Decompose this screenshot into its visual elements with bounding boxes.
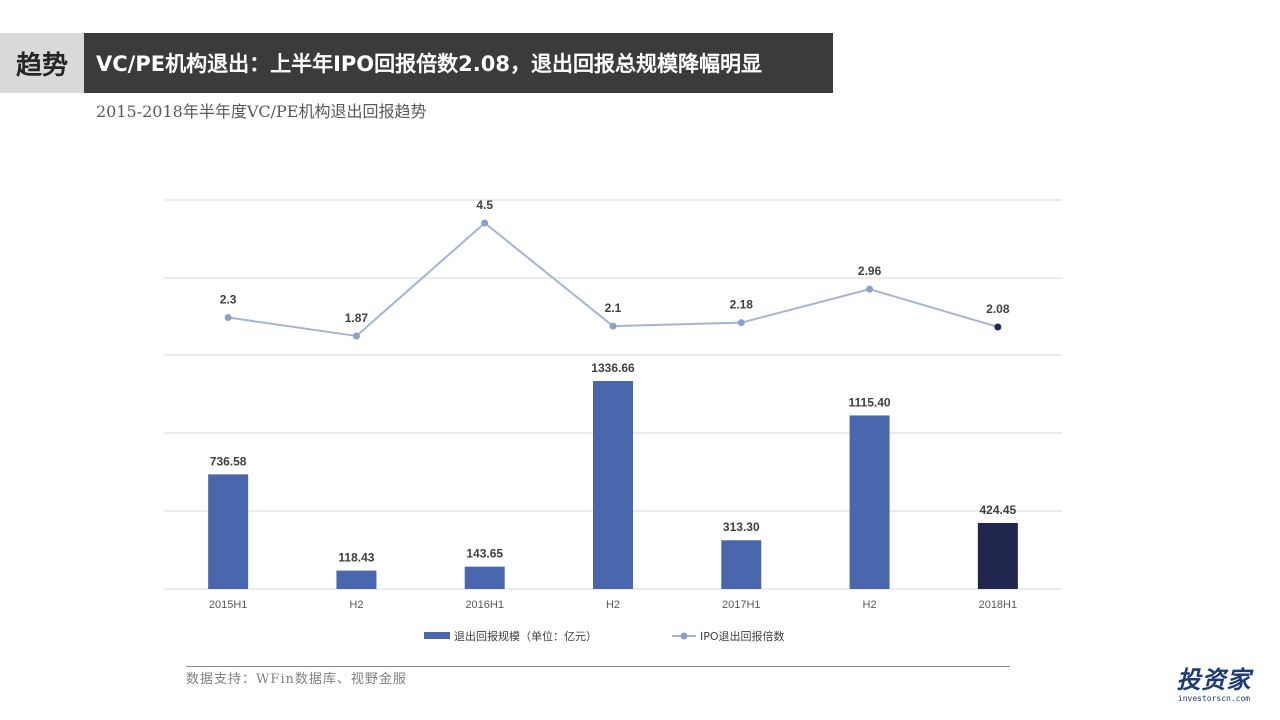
line-value-label: 2.08	[986, 302, 1010, 316]
line-value-label: 2.3	[220, 293, 237, 307]
bar	[336, 570, 377, 589]
logo-subtext: investorscn.com	[1177, 694, 1251, 703]
chart-subtitle: 2015-2018年半年度VC/PE机构退出回报趋势	[96, 102, 427, 121]
line-point	[609, 322, 617, 330]
bar-value-label: 736.58	[210, 454, 247, 468]
line-point	[224, 314, 232, 322]
bar-value-label: 1115.40	[849, 395, 891, 409]
x-tick-label: H2	[863, 599, 877, 611]
brand-logo: 投资家 investorscn.com	[1172, 666, 1256, 706]
bar	[849, 415, 890, 589]
x-tick-label: H2	[349, 599, 363, 611]
line-point	[994, 323, 1002, 331]
line-point	[866, 285, 874, 293]
bar-value-label: 313.30	[723, 520, 760, 534]
bar	[208, 474, 249, 589]
line-value-label: 4.5	[476, 198, 493, 212]
x-tick-label: H2	[606, 599, 620, 611]
line-point	[481, 219, 489, 227]
source-note: 数据支持：WFin数据库、视野金服	[186, 672, 407, 687]
bar-value-label: 1336.66	[591, 361, 635, 375]
bar	[593, 381, 633, 589]
bar	[977, 522, 1018, 589]
line-point	[737, 319, 745, 327]
bar-value-label: 143.65	[466, 547, 503, 561]
bar-series	[208, 381, 1018, 589]
line-value-label: 2.1	[605, 301, 622, 315]
legend-line-marker	[680, 632, 688, 640]
x-tick-label: 2018H1	[979, 599, 1018, 611]
source-divider	[186, 666, 1010, 667]
data-labels: 736.58 118.43 143.65 1336.66 313.30 1115.40 42…	[210, 198, 1017, 565]
logo-text: 投资家	[1176, 666, 1252, 694]
legend: 退出回报规模（单位：亿元） IPO退出回报倍数	[424, 629, 785, 643]
x-tick-label: 2017H1	[722, 599, 761, 611]
bar-value-label: 118.43	[338, 551, 374, 565]
x-tick-label: 2016H1	[465, 599, 504, 611]
x-axis-ticks: 2015H1 H2 2016H1 H2 2017H1 H2 2018H1	[209, 599, 1017, 611]
bar-value-label: 424.45	[980, 503, 1017, 517]
legend-line-label: IPO退出回报倍数	[700, 629, 785, 643]
legend-bar-label: 退出回报规模（单位：亿元）	[454, 629, 597, 643]
line-value-label: 1.87	[345, 311, 369, 325]
line-path	[228, 221, 999, 338]
legend-bar-swatch	[424, 632, 450, 639]
page-title: VC/PE机构退出：上半年IPO回报倍数2.08，退出回报总规模降幅明显	[84, 33, 833, 93]
line-point	[352, 332, 360, 340]
section-tag: 趋势	[0, 33, 84, 93]
line-value-label: 2.96	[858, 264, 882, 278]
bar	[721, 540, 762, 589]
line-series	[224, 219, 1002, 340]
line-value-label: 2.18	[730, 298, 754, 312]
bar	[464, 566, 505, 589]
x-tick-label: 2015H1	[209, 599, 248, 611]
